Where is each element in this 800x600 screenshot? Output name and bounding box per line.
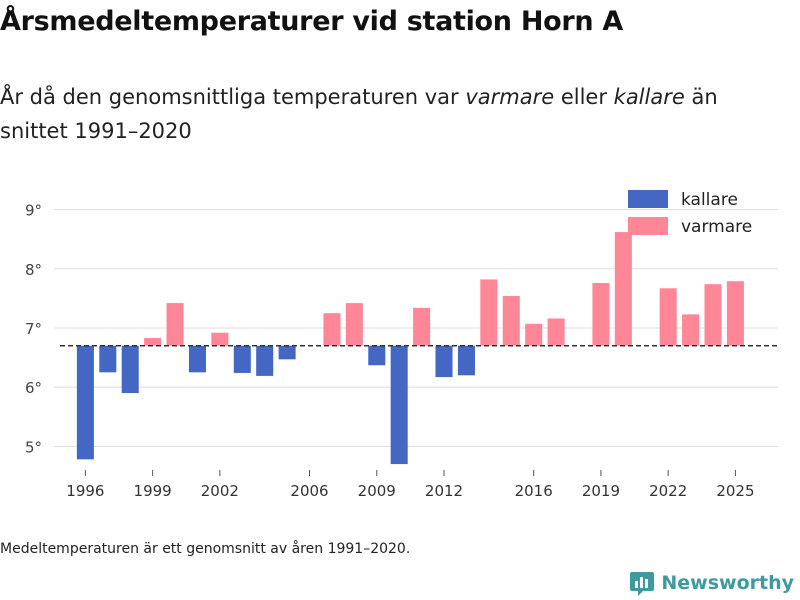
bar-2008 bbox=[345, 303, 363, 346]
bar-2013 bbox=[457, 345, 475, 376]
subtitle-middle: eller bbox=[554, 85, 614, 109]
bar-2007 bbox=[323, 313, 341, 346]
subtitle-warm-word: varmare bbox=[465, 85, 555, 109]
y-tick-label: 5° bbox=[25, 438, 42, 456]
y-tick-label: 7° bbox=[25, 320, 42, 338]
bar-chart-icon bbox=[630, 572, 655, 596]
temperature-bar-chart: 5° 6° 7° 8° 9° 1996 1999 2002 2006 2009 2012 2016 2… bbox=[25, 190, 778, 500]
bar-2024 bbox=[704, 284, 722, 346]
bar-2019 bbox=[592, 282, 610, 346]
x-axis-ticks: 1996 1999 2002 2006 2009 2012 2016 2019 2022 2025 bbox=[66, 470, 755, 500]
legend-label-kallare: kallare bbox=[681, 190, 738, 210]
x-tick-label: 2016 bbox=[515, 482, 553, 500]
x-tick-label: 2025 bbox=[716, 482, 754, 500]
chart-subtitle: År då den genomsnittliga temperaturen va… bbox=[0, 80, 790, 148]
chart-legend: kallare varmare bbox=[628, 190, 752, 237]
bar-1999 bbox=[144, 338, 162, 346]
legend-label-varmare: varmare bbox=[681, 217, 752, 237]
y-axis-tick-labels: 5° 6° 7° 8° 9° bbox=[25, 202, 42, 457]
bar-2000 bbox=[166, 303, 184, 346]
x-tick-label: 2002 bbox=[201, 482, 239, 500]
bar-2011 bbox=[413, 307, 431, 346]
bar-1997 bbox=[99, 345, 117, 373]
bars bbox=[76, 232, 744, 465]
y-tick-label: 9° bbox=[25, 202, 42, 220]
x-tick-label: 2019 bbox=[582, 482, 620, 500]
y-tick-label: 8° bbox=[25, 261, 42, 279]
x-tick-label: 2009 bbox=[358, 482, 396, 500]
subtitle-suffix: än snittet 1991–2020 bbox=[0, 85, 718, 143]
footnote: Medeltemperaturen är ett genomsnitt av å… bbox=[0, 541, 411, 557]
bar-2017 bbox=[547, 318, 565, 346]
x-tick-label: 1999 bbox=[134, 482, 172, 500]
bar-2009 bbox=[368, 345, 386, 366]
x-tick-label: 1996 bbox=[66, 482, 104, 500]
bar-2001 bbox=[188, 345, 206, 373]
bar-2010 bbox=[390, 345, 408, 465]
y-tick-label: 6° bbox=[25, 379, 42, 397]
bar-2020 bbox=[614, 232, 632, 346]
bar-2002 bbox=[211, 332, 229, 346]
bar-2003 bbox=[233, 345, 251, 373]
bar-2005 bbox=[278, 345, 296, 360]
bar-1998 bbox=[121, 345, 139, 394]
bar-2022 bbox=[659, 288, 677, 346]
legend-swatch-kallare bbox=[628, 190, 668, 208]
bar-2004 bbox=[256, 345, 274, 376]
bar-1996 bbox=[76, 345, 94, 460]
subtitle-cold-word: kallare bbox=[613, 85, 685, 109]
x-tick-label: 2012 bbox=[425, 482, 463, 500]
subtitle-prefix: År då den genomsnittliga temperaturen va… bbox=[0, 85, 466, 109]
x-tick-label: 2006 bbox=[290, 482, 328, 500]
bar-2025 bbox=[726, 281, 744, 346]
legend-swatch-varmare bbox=[628, 217, 668, 235]
newsworthy-logo: Newsworthy bbox=[629, 567, 794, 599]
brand-name: Newsworthy bbox=[661, 572, 794, 594]
bar-2016 bbox=[525, 323, 543, 346]
bar-2015 bbox=[502, 296, 520, 346]
bar-2012 bbox=[435, 345, 453, 378]
bar-2023 bbox=[682, 314, 700, 346]
chart-title: Årsmedeltemperaturer vid station Horn A bbox=[0, 6, 624, 37]
x-tick-label: 2022 bbox=[649, 482, 687, 500]
bar-2014 bbox=[480, 279, 498, 346]
